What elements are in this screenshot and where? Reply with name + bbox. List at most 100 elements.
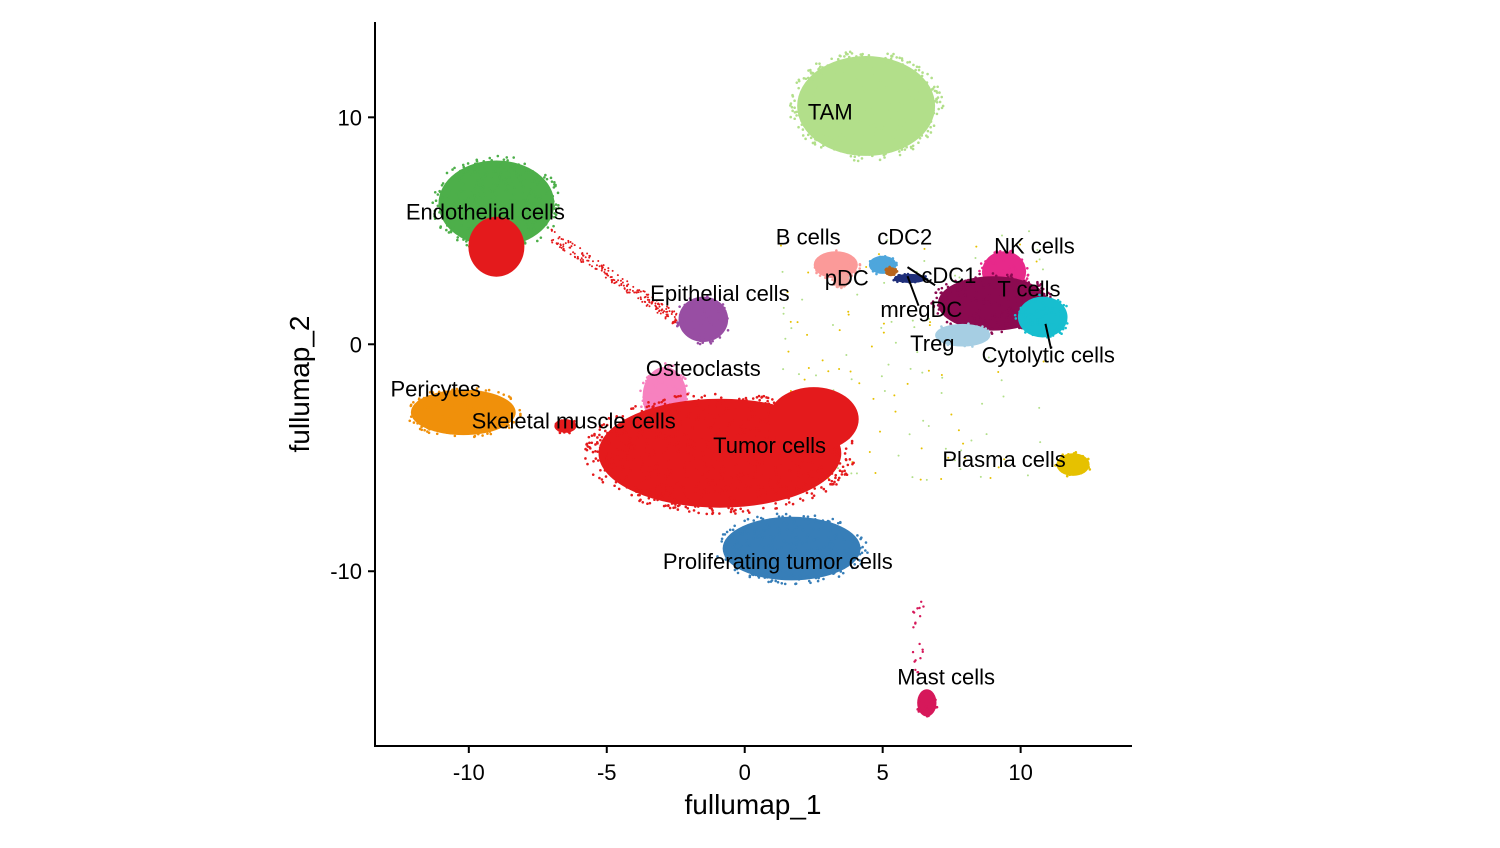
point xyxy=(806,474,810,478)
cluster-epithelial-cells xyxy=(676,295,730,346)
point xyxy=(1016,301,1020,304)
point xyxy=(455,192,458,196)
point xyxy=(902,128,906,132)
point xyxy=(573,252,576,255)
point xyxy=(815,86,819,89)
point xyxy=(844,83,848,87)
point xyxy=(692,457,696,460)
point xyxy=(859,546,862,550)
point xyxy=(671,378,675,381)
point xyxy=(918,615,922,618)
point xyxy=(794,484,798,488)
point xyxy=(822,76,825,80)
point xyxy=(469,405,473,409)
point xyxy=(697,416,701,419)
point xyxy=(774,469,778,473)
point xyxy=(837,128,840,131)
point xyxy=(840,132,844,135)
point xyxy=(693,313,697,316)
point xyxy=(707,405,711,408)
point xyxy=(509,416,512,420)
point xyxy=(688,297,692,300)
point xyxy=(889,70,892,74)
point xyxy=(932,305,935,309)
point xyxy=(990,302,993,306)
point xyxy=(901,279,904,283)
point xyxy=(676,508,680,511)
point xyxy=(982,272,985,275)
point xyxy=(557,207,560,210)
point xyxy=(898,125,902,128)
point xyxy=(937,308,941,311)
point xyxy=(839,130,843,133)
point xyxy=(789,115,793,119)
point xyxy=(763,485,767,489)
point xyxy=(846,138,850,142)
point xyxy=(813,565,817,568)
point xyxy=(798,516,802,520)
point xyxy=(557,242,560,245)
point xyxy=(589,255,592,258)
point xyxy=(921,648,924,651)
point xyxy=(895,85,899,89)
point xyxy=(774,502,777,505)
point xyxy=(1000,313,1003,317)
point xyxy=(523,241,527,244)
point xyxy=(674,434,677,438)
point xyxy=(434,199,438,202)
point xyxy=(771,398,774,401)
point xyxy=(741,533,744,536)
point xyxy=(813,96,817,99)
point xyxy=(721,489,724,493)
point xyxy=(898,56,901,60)
point xyxy=(808,126,812,130)
point xyxy=(866,124,870,127)
cluster-label: Proliferating tumor cells xyxy=(663,549,893,574)
point xyxy=(507,426,511,430)
point xyxy=(798,104,801,108)
point xyxy=(919,478,922,481)
point xyxy=(637,297,640,300)
point xyxy=(799,497,802,501)
point xyxy=(846,558,850,562)
point xyxy=(976,340,980,344)
point xyxy=(649,429,652,432)
point xyxy=(498,418,501,421)
point xyxy=(693,439,697,443)
point xyxy=(761,405,764,409)
point xyxy=(644,410,648,414)
cluster-proliferating-tumor-cells xyxy=(716,512,869,586)
point xyxy=(521,199,525,202)
point xyxy=(838,447,841,451)
point xyxy=(675,441,679,445)
point xyxy=(843,75,847,79)
point xyxy=(630,442,634,445)
point xyxy=(781,270,784,273)
point xyxy=(704,331,707,334)
point xyxy=(691,424,694,427)
point xyxy=(816,537,820,540)
point xyxy=(667,315,670,318)
point xyxy=(530,179,534,183)
point xyxy=(647,374,651,378)
point xyxy=(412,421,416,424)
point xyxy=(827,94,831,98)
point xyxy=(772,535,776,539)
point xyxy=(810,492,814,495)
point xyxy=(456,173,460,176)
point xyxy=(918,127,921,130)
point xyxy=(673,385,677,388)
point xyxy=(679,394,682,398)
point xyxy=(477,417,480,420)
point xyxy=(778,531,782,534)
point xyxy=(899,107,903,111)
point xyxy=(646,502,649,506)
point xyxy=(974,296,978,300)
point xyxy=(906,382,909,385)
point xyxy=(626,424,630,428)
point xyxy=(885,271,888,275)
point xyxy=(822,460,826,464)
point xyxy=(447,211,450,214)
point xyxy=(877,139,881,142)
point xyxy=(927,98,930,101)
